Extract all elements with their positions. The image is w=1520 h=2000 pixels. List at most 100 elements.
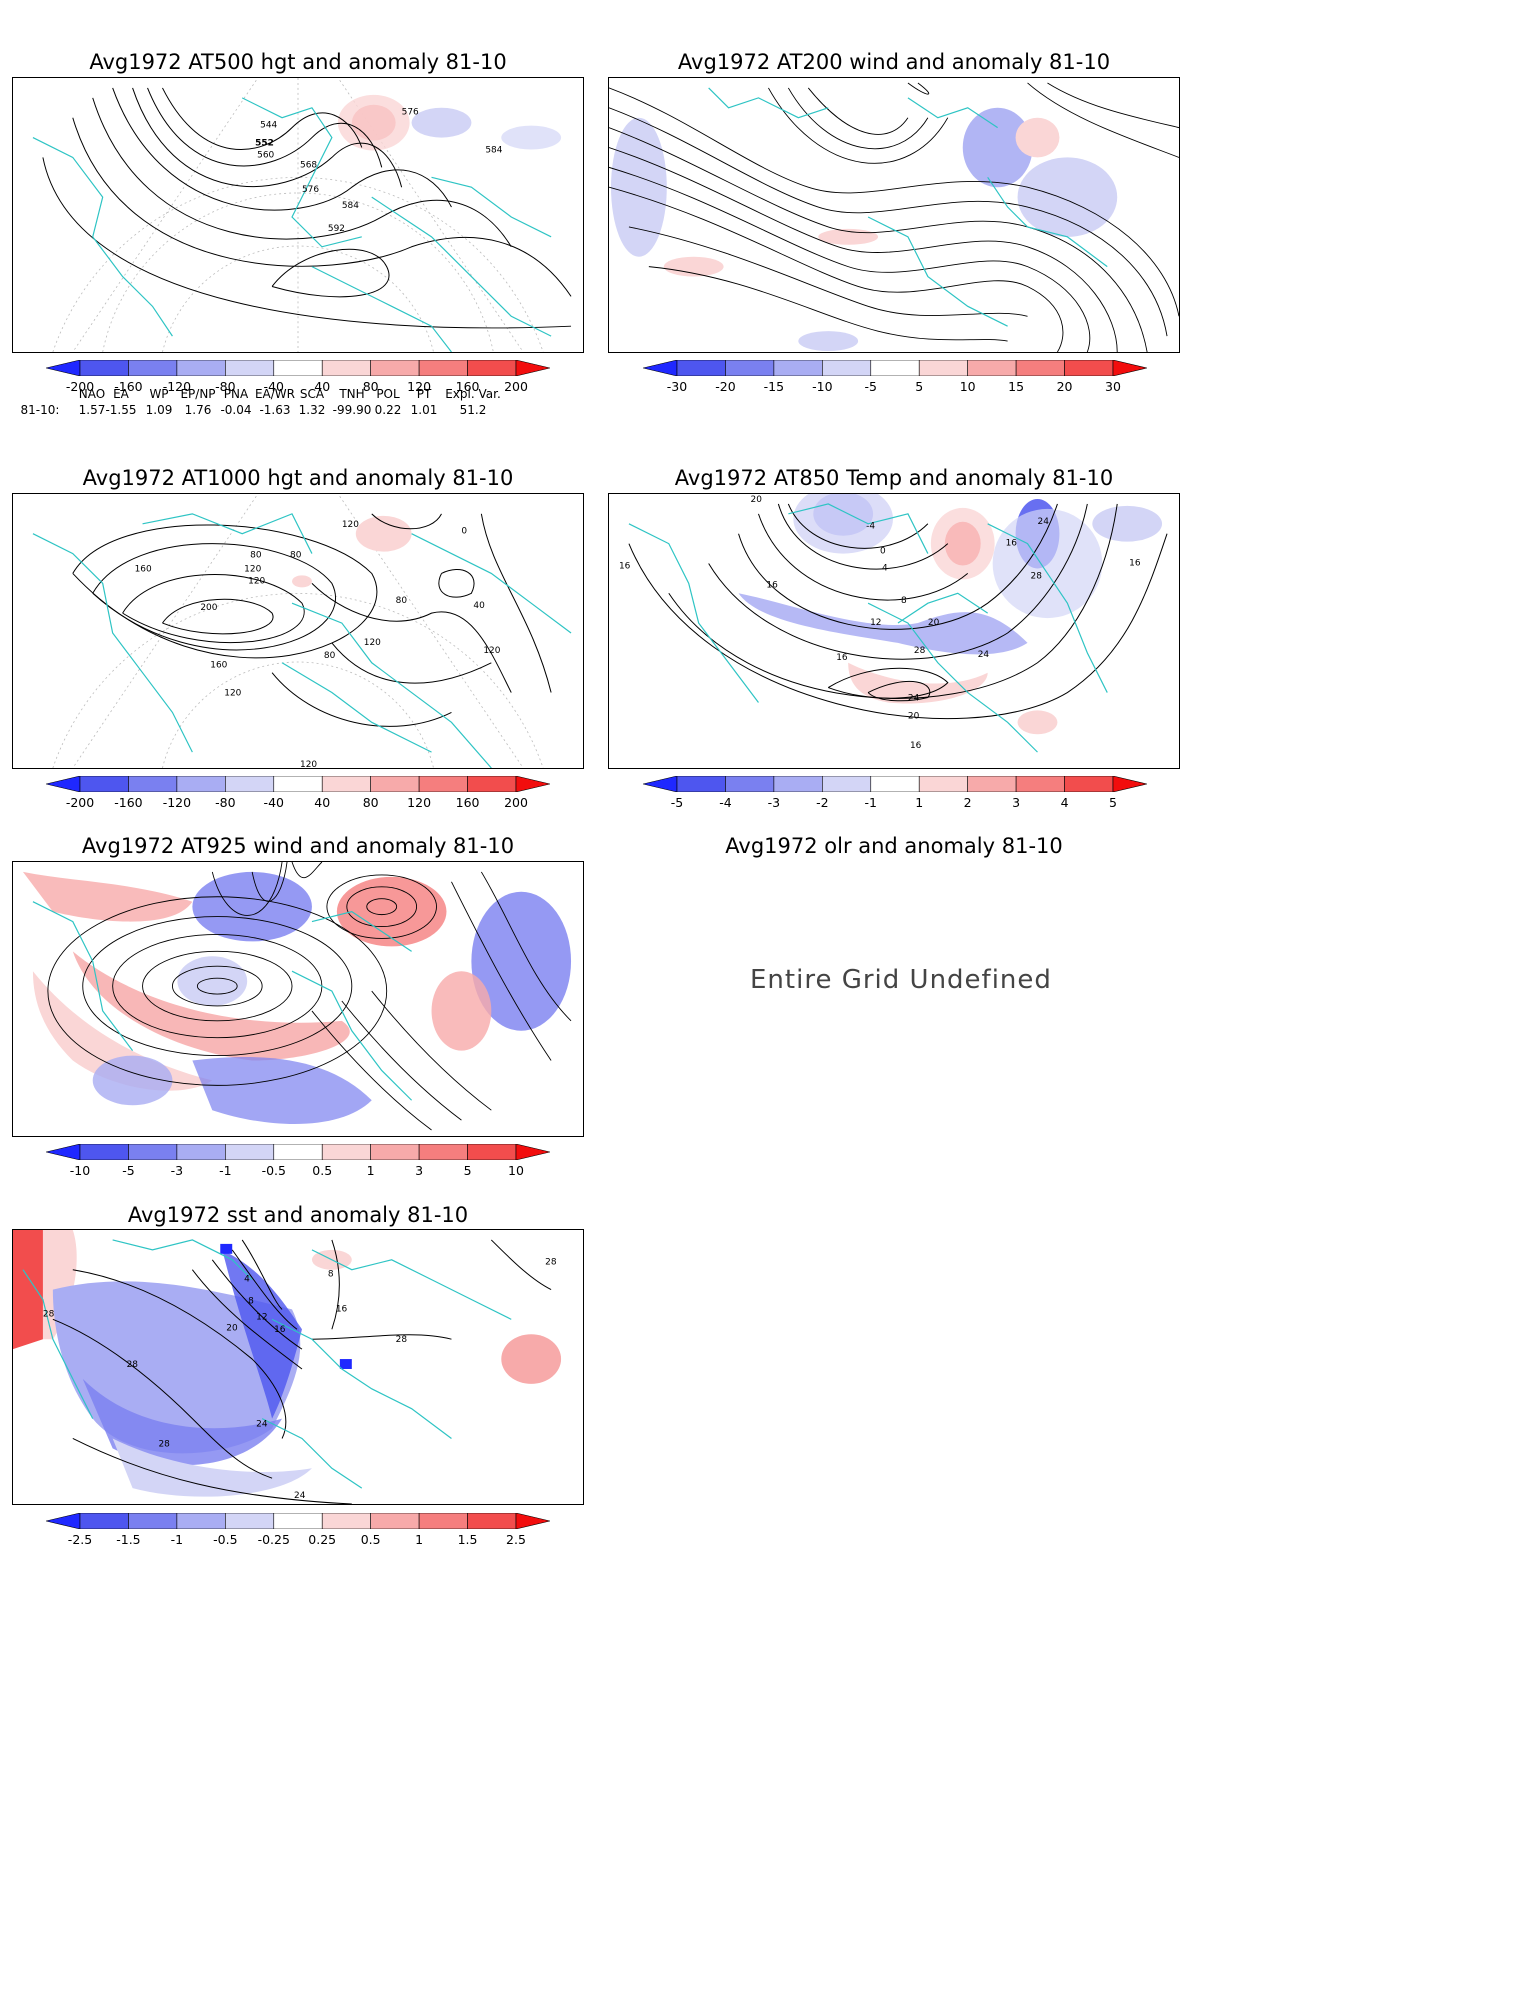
colorbar-segment — [725, 776, 775, 792]
colorbar-tick-label: 3 — [1012, 795, 1021, 810]
panel-title-olr: Avg1972 olr and anomaly 81-10 — [725, 834, 1063, 858]
contour-label: 120 — [300, 760, 317, 768]
contour-label: 40 — [473, 601, 485, 611]
colorbar-tick-label: 80 — [362, 379, 379, 394]
index-value: -1.63 — [259, 403, 291, 417]
contour-label: 28 — [1031, 571, 1043, 581]
panel-title-200: Avg1972 AT200 wind and anomaly 81-10 — [677, 50, 1111, 74]
colorbar-segment — [1112, 776, 1147, 792]
colorbar-segment — [418, 1513, 468, 1529]
colorbar-850: -5 -4 -3 -2 -1 1 2 3 4 5 — [643, 776, 1147, 810]
contour-label: 28 — [396, 1335, 408, 1345]
contour-label: 8 — [328, 1270, 334, 1280]
colorbar-tick-label: 120 — [407, 795, 432, 810]
colorbar-segment — [79, 360, 129, 376]
colorbar-segment — [176, 360, 226, 376]
colorbar-segment — [176, 776, 226, 792]
colorbar-segment — [1015, 776, 1065, 792]
contour-label: 16 — [1006, 539, 1018, 549]
colorbar-tick-label: 1 — [366, 1163, 375, 1178]
colorbar-segment — [321, 776, 371, 792]
colorbar-graphic — [643, 776, 1147, 792]
index-name: WP — [149, 387, 169, 401]
colorbar-segment — [467, 1144, 517, 1160]
colorbar-segment — [273, 776, 323, 792]
colorbar-sst: -2.5 -1.5 -1 -0.5 -0.25 0.25 0.5 1 1.5 2.5 — [46, 1513, 550, 1547]
contour-label: 120 — [224, 689, 241, 699]
colorbar-tick-label: 10 — [508, 1163, 524, 1178]
colorbar-segment — [515, 1513, 550, 1529]
map-sst: 4 8 12 16 20 28 28 28 24 28 24 16 8 28 — [12, 1229, 584, 1505]
contour-label: 16 — [619, 561, 631, 571]
colorbar-200: -30 -20 -15 -10 -5 5 10 15 20 30 — [643, 360, 1147, 394]
colorbar-segment — [176, 1144, 226, 1160]
index-value: -99.90 — [332, 403, 372, 417]
colorbar-tick-label: 0.5 — [312, 1163, 333, 1178]
index-name: SCA — [299, 387, 325, 401]
colorbar-tick-label: 20 — [1056, 379, 1073, 394]
contour-label: 16 — [1129, 558, 1141, 568]
contour-label: 576 — [402, 108, 419, 118]
index-value: 1.01 — [410, 403, 438, 417]
contour-label: 8 — [901, 596, 907, 606]
colorbar-segment — [370, 360, 420, 376]
panel-title-925: Avg1972 AT925 wind and anomaly 81-10 — [81, 834, 515, 858]
contour-label: 12 — [870, 618, 881, 628]
index-name: PT — [416, 387, 432, 401]
colorbar-tick-label: 2.5 — [506, 1532, 526, 1547]
colorbar-tick-label: -40 — [263, 795, 284, 810]
contour-label: 20 — [751, 495, 763, 505]
colorbar-tick-label: 10 — [959, 379, 976, 394]
colorbar-500: -200 -160 -120 -80 -40 40 80 120 160 200 — [46, 360, 550, 394]
colorbar-segment — [967, 776, 1017, 792]
colorbar-segment — [643, 360, 678, 376]
colorbar-segment — [273, 1513, 323, 1529]
contour-label: 120 — [364, 638, 381, 648]
index-row-label: 81-10: — [20, 403, 60, 417]
colorbar-tick-label: -5 — [864, 379, 877, 394]
contour-label: 28 — [127, 1360, 139, 1370]
contour-label: 28 — [158, 1439, 170, 1449]
colorbar-segment — [515, 776, 550, 792]
colorbar-tick-label: -15 — [763, 379, 785, 394]
colorbar-tick-label: 30 — [1105, 379, 1121, 394]
colorbar-segment — [46, 1144, 81, 1160]
colorbar-tick-label: 3 — [415, 1163, 424, 1178]
contour-label: 80 — [290, 551, 302, 561]
colorbar-segment — [773, 776, 823, 792]
colorbar-tick-label: 40 — [314, 795, 331, 810]
colorbar-tick-label: -2.5 — [67, 1532, 93, 1547]
contour-label: 16 — [766, 580, 778, 590]
contour-label: 80 — [324, 651, 336, 661]
contour-label: 120 — [248, 576, 265, 586]
index-name: POL — [376, 387, 400, 401]
colorbar-segment — [418, 360, 468, 376]
colorbar-tick-label: 1.5 — [457, 1532, 478, 1547]
colorbar-tick-label: -0.5 — [213, 1532, 238, 1547]
colorbar-segment — [225, 1144, 275, 1160]
colorbar-graphic — [46, 1513, 550, 1529]
colorbar-segment — [1064, 360, 1114, 376]
contour-label: 120 — [342, 520, 359, 530]
panel-title-500: Avg1972 AT500 hgt and anomaly 81-10 — [89, 50, 507, 74]
contour-label: 160 — [210, 661, 227, 671]
colorbar-tick-label: 40 — [314, 379, 331, 394]
colorbar-segment — [79, 776, 129, 792]
colorbar-segment — [870, 360, 920, 376]
colorbar-tick-label: -5 — [122, 1163, 135, 1178]
panel-title-850: Avg1972 AT850 Temp and anomaly 81-10 — [674, 466, 1114, 490]
colorbar-segment — [467, 360, 517, 376]
colorbar-segment — [46, 1513, 81, 1529]
index-value: -1.55 — [105, 403, 137, 417]
colorbar-tick-label: -200 — [65, 795, 95, 810]
colorbar-tick-label: -0.5 — [261, 1163, 286, 1178]
colorbar-tick-label: -120 — [162, 379, 192, 394]
index-value: 1.09 — [145, 403, 173, 417]
colorbar-segment — [128, 1144, 178, 1160]
colorbar-segment — [467, 776, 517, 792]
contour-label: 16 — [274, 1325, 286, 1335]
colorbar-segment — [967, 360, 1017, 376]
contour-label: 28 — [545, 1258, 557, 1268]
colorbar-tick-label: 80 — [362, 795, 379, 810]
colorbar-tick-label: -80 — [215, 795, 236, 810]
